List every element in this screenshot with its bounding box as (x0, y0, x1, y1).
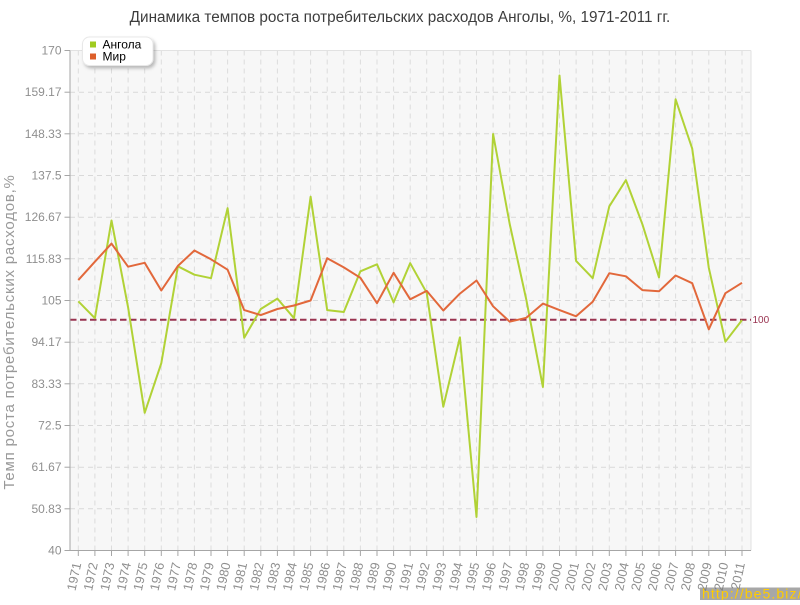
svg-text:1995: 1995 (462, 561, 483, 592)
svg-text:2003: 2003 (595, 561, 616, 592)
svg-text:1974: 1974 (113, 561, 134, 592)
svg-text:2007: 2007 (661, 561, 682, 592)
svg-text:83.33: 83.33 (31, 377, 61, 391)
svg-text:1983: 1983 (263, 561, 284, 592)
svg-text:1985: 1985 (296, 561, 317, 592)
svg-text:1988: 1988 (346, 561, 367, 592)
svg-text:1971: 1971 (64, 561, 85, 592)
svg-text:2004: 2004 (611, 561, 632, 592)
svg-text:Мир: Мир (103, 50, 127, 64)
svg-text:1982: 1982 (246, 561, 267, 592)
svg-text:2011: 2011 (728, 561, 748, 591)
svg-text:105: 105 (41, 294, 61, 308)
svg-text:137.5: 137.5 (31, 169, 61, 183)
svg-text:159.17: 159.17 (25, 85, 62, 99)
svg-text:1976: 1976 (147, 561, 168, 592)
svg-text:1977: 1977 (163, 561, 184, 592)
svg-text:2000: 2000 (545, 561, 566, 592)
svg-text:Темп роста потребительских рас: Темп роста потребительских расходов,% (1, 174, 18, 489)
svg-text:2009: 2009 (694, 561, 715, 592)
svg-text:1978: 1978 (180, 561, 201, 592)
svg-text:126.67: 126.67 (25, 210, 62, 224)
svg-text:1996: 1996 (478, 561, 499, 592)
svg-text:1989: 1989 (362, 561, 383, 592)
svg-text:170: 170 (41, 44, 61, 58)
svg-text:2002: 2002 (578, 561, 599, 592)
svg-text:2001: 2001 (561, 561, 582, 592)
svg-text:50.83: 50.83 (31, 502, 61, 516)
svg-text:2010: 2010 (711, 561, 732, 592)
svg-text:40: 40 (48, 544, 62, 558)
svg-text:1975: 1975 (130, 561, 151, 592)
svg-text:1997: 1997 (495, 561, 516, 592)
svg-text:1999: 1999 (528, 561, 549, 592)
svg-text:1984: 1984 (279, 561, 300, 592)
svg-text:1972: 1972 (80, 561, 101, 592)
svg-text:115.83: 115.83 (26, 252, 62, 266)
svg-text:2005: 2005 (628, 561, 649, 592)
svg-text:148.33: 148.33 (25, 127, 62, 141)
svg-text:2008: 2008 (678, 561, 699, 592)
svg-text:1994: 1994 (445, 561, 466, 592)
svg-text:http://be5.biz/: http://be5.biz/ (702, 586, 800, 601)
svg-text:1981: 1981 (230, 561, 251, 592)
svg-text:Динамика темпов роста потребит: Динамика темпов роста потребительских ра… (130, 9, 671, 26)
svg-text:1990: 1990 (379, 561, 400, 592)
svg-text:1986: 1986 (313, 561, 334, 592)
svg-text:1992: 1992 (412, 561, 433, 592)
svg-text:100: 100 (753, 315, 770, 326)
svg-text:1979: 1979 (196, 561, 217, 592)
svg-text:1998: 1998 (512, 561, 533, 592)
svg-text:1987: 1987 (329, 561, 350, 592)
svg-text:2006: 2006 (644, 561, 665, 592)
svg-text:72.5: 72.5 (38, 419, 62, 433)
svg-text:1980: 1980 (213, 561, 234, 592)
svg-text:1973: 1973 (97, 561, 118, 592)
svg-text:1993: 1993 (429, 561, 450, 592)
svg-text:Ангола: Ангола (103, 38, 142, 52)
svg-text:61.67: 61.67 (31, 460, 61, 474)
svg-text:1991: 1991 (396, 561, 417, 592)
svg-text:94.17: 94.17 (31, 335, 61, 349)
